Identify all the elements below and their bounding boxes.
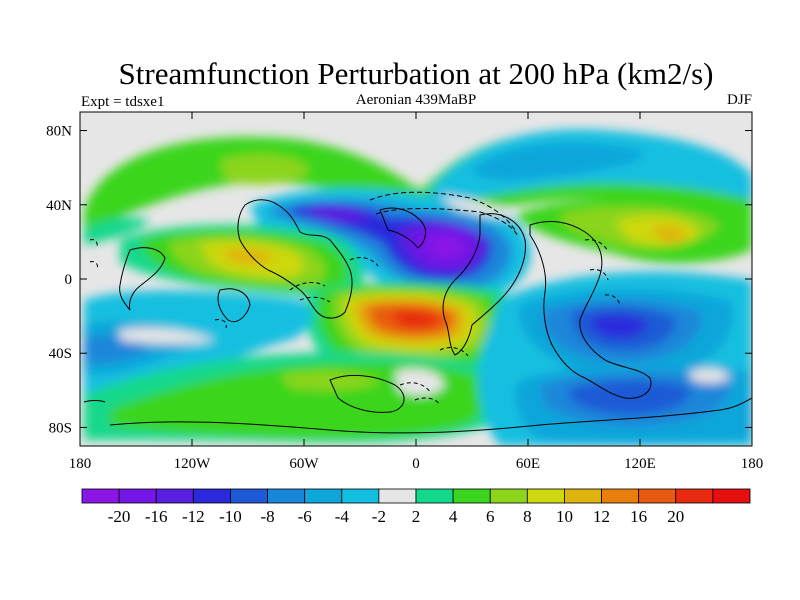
colorbar: -20 -16 -12 -10 -8 -6 -4 -2 2 4 6 8 10 12 16 20 <box>81 488 751 526</box>
x-tick-label: 180 <box>69 456 92 472</box>
colorbar-swatch <box>564 488 602 504</box>
field-region <box>220 154 310 185</box>
colorbar-label: 8 <box>523 507 532 526</box>
coastline <box>399 347 469 406</box>
colorbar-swatch <box>452 488 491 504</box>
colorbar-label: -20 <box>108 507 131 526</box>
colorbar-swatch <box>415 488 454 504</box>
y-tick-label: 40N <box>46 198 72 214</box>
field-region <box>470 143 644 180</box>
colorbar-label: -4 <box>335 507 350 526</box>
coastline <box>529 221 652 399</box>
x-tick-label: 60E <box>516 456 540 472</box>
colorbar-label: -12 <box>182 507 205 526</box>
field-region <box>690 368 730 384</box>
colorbar-swatch <box>712 488 751 504</box>
colorbar-label: -10 <box>219 507 242 526</box>
field-region <box>84 217 150 245</box>
coastline <box>442 213 526 356</box>
colorbar-label: 6 <box>486 507 495 526</box>
x-axis: 180 120W 60W 0 60E 120E 180 <box>69 112 764 472</box>
coastline <box>584 239 621 306</box>
colorbar-label: 12 <box>593 507 610 526</box>
colorbar-swatch <box>230 488 268 504</box>
coastline <box>89 239 227 329</box>
colorbar-swatch <box>378 488 417 504</box>
field-region <box>428 235 464 258</box>
coastline <box>109 397 752 434</box>
y-tick-label: 80N <box>46 124 72 140</box>
colorbar-swatch <box>489 488 528 504</box>
colorbar-label: -8 <box>260 507 274 526</box>
x-tick-label: 60W <box>289 456 319 472</box>
colorbar-label: 16 <box>630 507 647 526</box>
y-tick-label: 40S <box>49 346 72 362</box>
colorbar-label: 4 <box>449 507 458 526</box>
colorbar-swatch <box>192 488 231 504</box>
coastline <box>289 257 379 303</box>
colorbar-swatch <box>304 488 343 504</box>
coastline <box>217 288 251 323</box>
y-tick-label: 80S <box>49 420 72 436</box>
colorbar-swatch <box>638 488 677 504</box>
chart-title: Streamfunction Perturbation at 200 hPa (… <box>119 56 714 91</box>
x-tick-label: 0 <box>412 456 420 472</box>
left-string: Expt = tdsxe1 <box>81 94 164 110</box>
x-tick-label: 180 <box>741 456 764 472</box>
coastlines <box>83 191 752 434</box>
field-region <box>652 225 687 243</box>
colorbar-label: -6 <box>298 507 312 526</box>
colorbar-swatch <box>155 488 194 504</box>
colorbar-swatch <box>675 488 714 504</box>
coastline <box>375 208 519 237</box>
colorbar-label: -16 <box>145 507 168 526</box>
right-string: DJF <box>727 92 752 108</box>
colorbar-label: -2 <box>372 507 386 526</box>
coastline <box>369 191 516 231</box>
field-region <box>120 328 215 344</box>
coastline <box>329 375 405 413</box>
contour-field <box>80 112 752 446</box>
colorbar-swatch <box>341 488 380 504</box>
center-string: Aeronian 439MaBP <box>356 92 476 108</box>
field-region <box>84 335 150 363</box>
colorbar-swatch <box>601 488 640 504</box>
coastline <box>237 199 353 319</box>
coastline <box>83 400 106 403</box>
colorbar-swatch <box>526 488 565 504</box>
field-region <box>225 248 275 264</box>
field-region <box>392 310 440 328</box>
colorbar-label: 2 <box>412 507 421 526</box>
y-axis: 80N 40N 0 40S 80S <box>46 124 752 436</box>
field-region <box>110 362 488 439</box>
x-tick-label: 120W <box>174 456 212 472</box>
field-region <box>590 314 648 339</box>
colorbar-swatch <box>81 488 120 504</box>
field-region <box>395 368 445 396</box>
colorbar-swatch <box>118 488 157 504</box>
x-tick-label: 120E <box>624 456 656 472</box>
colorbar-swatch <box>267 488 306 504</box>
y-tick-label: 0 <box>65 272 73 288</box>
colorbar-label: 10 <box>556 507 573 526</box>
field-region <box>150 295 300 320</box>
coastline <box>119 247 166 311</box>
colorbar-label: 20 <box>667 507 684 526</box>
field-region <box>570 380 691 415</box>
field-region <box>305 206 370 222</box>
